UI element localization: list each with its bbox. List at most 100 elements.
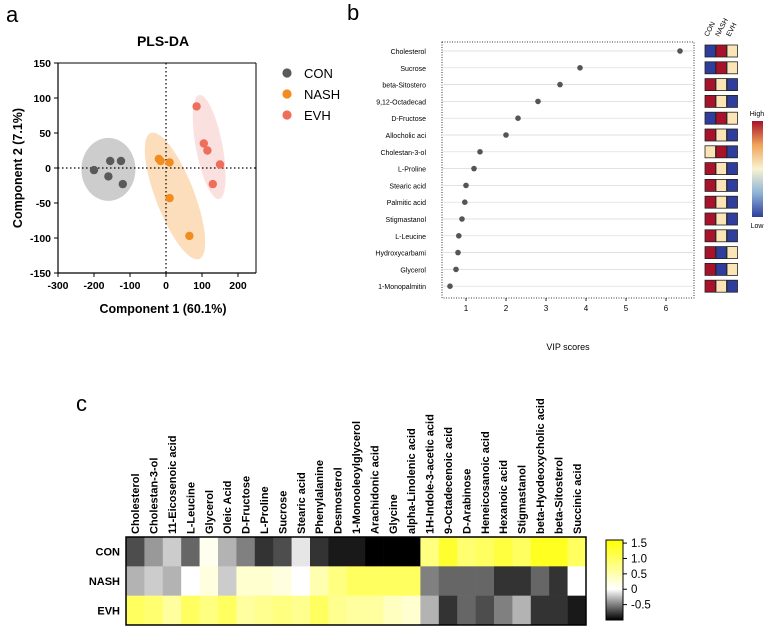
- group-level-cell: [726, 246, 738, 260]
- heatmap-cell: [144, 566, 164, 596]
- group-level-cell: [715, 128, 727, 142]
- heatmap-column-label: 1-Monooleoylglycerol: [351, 421, 363, 534]
- heatmap-row-labels: CON NASH EVH: [89, 547, 120, 618]
- colorscale-bar: [752, 121, 763, 217]
- heatmap-column-label: Succinic acid: [572, 464, 584, 534]
- vip-feature-label: 9,12-Octadecad: [376, 99, 426, 106]
- data-point-nash: [165, 158, 174, 167]
- group-level-cell: [715, 262, 727, 276]
- legend-marker-nash: [282, 89, 292, 99]
- heatmap-column-label: Hexanoic acid: [498, 460, 510, 534]
- group-level-cell: [726, 162, 738, 176]
- heatmap-cell: [567, 595, 587, 626]
- group-level-cell: [704, 44, 716, 58]
- heatmap-column-label: L-Leucine: [185, 482, 197, 534]
- group-level-cell: [704, 78, 716, 91]
- panel-label-a: a: [6, 2, 19, 27]
- group-level-cell: [715, 279, 727, 293]
- data-point-con: [89, 165, 99, 175]
- heatmap-column-label: 11-Eicosenoic acid: [167, 436, 179, 534]
- vip-feature-label: Stearic acid: [389, 183, 426, 190]
- vip-x-tick-label: 4: [584, 304, 589, 313]
- heatmap-cell: [181, 537, 200, 567]
- group-level-cell: [715, 195, 727, 209]
- group-level-cell: [715, 44, 727, 58]
- heatmap-cell: [328, 595, 348, 626]
- heatmap-cell: [310, 537, 329, 567]
- heatmap-cell: [328, 537, 348, 567]
- y-tick-label: -150: [30, 268, 51, 280]
- heatmap-cell: [383, 537, 403, 567]
- vip-score-point: [677, 48, 683, 54]
- heatmap-column-label: L-Proline: [259, 486, 271, 534]
- group-level-cell: [715, 145, 727, 159]
- heatmap-cell: [383, 566, 403, 596]
- group-level-cell: [726, 279, 738, 293]
- heatmap-cell: [162, 566, 182, 596]
- heatmap-cell: [365, 566, 384, 596]
- group-level-cell: [715, 95, 727, 108]
- heatmap-cell: [218, 566, 237, 596]
- heatmap-column-label: Heneicosanoic acid: [480, 431, 492, 534]
- group-level-cell: [704, 128, 716, 142]
- group-level-cell: [704, 162, 716, 176]
- heatmap-cell: [346, 566, 366, 596]
- pls-da-y-axis-label: Component 2 (7.1%): [11, 108, 25, 228]
- pls-da-chart: PLS-DA -300 -200 -100 0 100 200 -150 -100 -50 0 50…: [11, 33, 340, 316]
- confidence-ellipse-con: [81, 137, 136, 201]
- data-point-con: [106, 156, 115, 166]
- heatmap-cell: [420, 566, 440, 596]
- vip-score-point: [455, 249, 461, 256]
- vip-x-axis-label: VIP scores: [546, 342, 590, 352]
- pls-da-ellipses: [81, 94, 226, 260]
- group-level-cell: [726, 145, 738, 159]
- heatmap-cell: [199, 595, 219, 626]
- group-level-cell: [704, 262, 716, 276]
- heatmap-cell: [457, 595, 476, 626]
- group-level-cell: [704, 111, 716, 125]
- group-level-cell: [704, 61, 716, 75]
- vip-score-point: [577, 65, 583, 71]
- group-level-cell: [726, 262, 738, 276]
- heatmap-cell: [420, 537, 440, 567]
- heatmap-row-label: CON: [96, 547, 121, 559]
- heatmap-cell: [273, 595, 292, 626]
- heatmap-cell: [512, 537, 532, 567]
- heatmap-cell: [494, 566, 513, 596]
- heatmap-cell: [199, 566, 219, 596]
- x-tick-label: 0: [163, 280, 169, 292]
- heatmap-colorbar-bar: [605, 539, 624, 621]
- vip-score-point: [503, 132, 509, 138]
- heatmap-cell: [310, 566, 329, 596]
- vip-feature-label: Hydroxycarbami: [375, 251, 426, 258]
- group-level-cell: [715, 78, 727, 91]
- heatmap-chart: Cholesterol Cholestan-3-ol 11-Eicosenoic a…: [89, 398, 651, 626]
- heatmap-cell: [457, 537, 476, 567]
- legend-label-evh: EVH: [304, 108, 331, 123]
- group-level-cell: [715, 61, 727, 75]
- vip-feature-label: L-Leucine: [395, 234, 426, 241]
- vip-x-tick-label: 3: [544, 304, 549, 313]
- data-point-evh: [208, 179, 217, 189]
- heatmap-column-label: Cholesterol: [130, 473, 142, 534]
- heatmap-column-label: Oleic Acid: [222, 481, 234, 534]
- heatmap-colorbar: 1.5 1.0 0.5 0 -0.5: [605, 538, 651, 621]
- heatmap-cell: [291, 537, 311, 567]
- legend-label-con: CON: [304, 66, 333, 81]
- group-level-cell: [726, 128, 738, 142]
- heatmap-cell: [494, 537, 513, 567]
- vip-x-tick-label: 1: [464, 304, 469, 313]
- vip-score-point: [515, 115, 521, 121]
- heatmap-cell: [199, 537, 219, 567]
- heatmap-cell: [402, 537, 421, 567]
- heatmap-column-label: Glycine: [388, 494, 400, 534]
- colorscale-high-label: High: [750, 111, 765, 118]
- heatmap-cell: [567, 566, 587, 596]
- heatmap-cell: [273, 537, 292, 567]
- vip-feature-label: D-Fructose: [391, 116, 426, 123]
- vip-score-point: [459, 216, 465, 222]
- group-level-cell: [726, 95, 738, 108]
- legend-marker-con: [282, 68, 292, 78]
